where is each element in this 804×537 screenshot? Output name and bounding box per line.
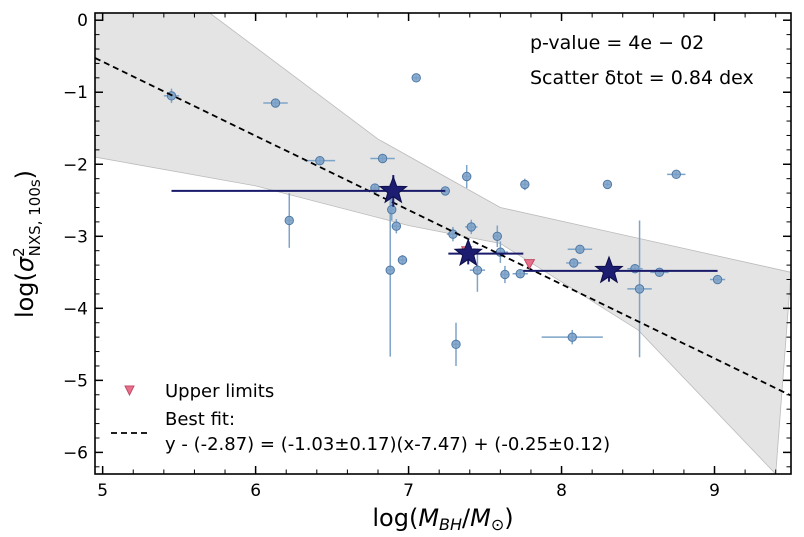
star-marker bbox=[594, 255, 624, 284]
x-axis-label: log(MBH/M⊙) bbox=[372, 504, 513, 534]
data-point-8 bbox=[391, 219, 402, 234]
legend-best-fit-equation: y - (-2.87) = (-1.03±0.17)(x-7.47) + (-0… bbox=[165, 434, 610, 455]
point-marker bbox=[397, 255, 408, 265]
data-point-20 bbox=[512, 269, 528, 279]
point-marker bbox=[569, 258, 579, 268]
y-tick-label: −4 bbox=[63, 299, 88, 319]
point-marker bbox=[634, 284, 645, 294]
upper-limit-1 bbox=[523, 259, 536, 270]
scatter-annotation: Scatter δtot = 0.84 dex bbox=[530, 67, 754, 89]
data-point-14 bbox=[462, 164, 472, 189]
legend-upper-limits: Upper limits bbox=[165, 381, 274, 402]
data-point-27 bbox=[627, 220, 652, 358]
point-marker bbox=[315, 155, 325, 166]
point-marker bbox=[448, 229, 458, 239]
data-point-13 bbox=[451, 322, 461, 366]
y-tick-label: −2 bbox=[63, 155, 88, 175]
best-fit-line bbox=[95, 57, 791, 397]
point-marker bbox=[515, 269, 525, 279]
point-marker bbox=[575, 244, 585, 254]
point-marker bbox=[451, 339, 461, 350]
data-point-30 bbox=[709, 274, 726, 285]
data-point-22 bbox=[541, 329, 603, 345]
data-points bbox=[163, 73, 726, 366]
point-marker bbox=[712, 274, 723, 285]
y-tick-label: −1 bbox=[63, 83, 88, 103]
y-tick-label: −3 bbox=[63, 227, 88, 247]
star-marker bbox=[378, 175, 408, 204]
data-point-15 bbox=[465, 219, 478, 235]
binned-star-0 bbox=[171, 175, 446, 207]
point-marker bbox=[462, 171, 472, 182]
point-marker bbox=[411, 73, 421, 83]
data-point-2 bbox=[284, 193, 294, 248]
point-marker bbox=[466, 222, 476, 232]
point-marker bbox=[602, 179, 613, 190]
data-point-10 bbox=[411, 73, 421, 83]
axis-ticks bbox=[95, 13, 791, 474]
point-marker bbox=[391, 221, 402, 231]
point-marker bbox=[654, 267, 665, 278]
data-point-19 bbox=[500, 265, 510, 284]
data-point-24 bbox=[567, 244, 593, 254]
p-value-annotation: p-value = 4e − 02 bbox=[530, 32, 704, 54]
data-point-23 bbox=[566, 258, 582, 268]
plot-area bbox=[95, 13, 791, 474]
data-point-9 bbox=[397, 255, 408, 266]
data-point-21 bbox=[520, 178, 530, 191]
data-point-25 bbox=[602, 179, 613, 190]
x-tick-label: 9 bbox=[709, 481, 720, 501]
point-marker bbox=[500, 269, 510, 280]
binned-star-1 bbox=[448, 238, 524, 267]
y-tick-label: −5 bbox=[63, 371, 88, 391]
legend-best-fit-title: Best fit: bbox=[165, 409, 235, 430]
binned-star-2 bbox=[523, 255, 718, 284]
y-axis-label: log(σ2NXS, 100s) bbox=[10, 170, 44, 318]
point-marker bbox=[567, 332, 577, 342]
point-marker bbox=[492, 231, 503, 241]
point-marker bbox=[270, 98, 281, 108]
confidence-band bbox=[95, 13, 791, 474]
point-marker bbox=[377, 153, 388, 164]
point-marker bbox=[472, 265, 483, 275]
star-marker bbox=[453, 238, 483, 267]
binned-star-markers bbox=[171, 175, 718, 284]
x-tick-label: 8 bbox=[556, 481, 567, 501]
data-point-29 bbox=[667, 169, 686, 180]
y-tick-label: −6 bbox=[63, 443, 88, 463]
data-point-5 bbox=[370, 153, 395, 164]
x-tick-label: 7 bbox=[403, 481, 414, 501]
plot-frame bbox=[94, 12, 792, 475]
legend: Upper limits Best fit: y - (-2.87) = (-1… bbox=[111, 381, 610, 455]
point-marker bbox=[284, 215, 294, 226]
upper-limit-legend-marker bbox=[124, 385, 135, 397]
point-marker bbox=[520, 179, 530, 190]
data-point-3 bbox=[304, 155, 336, 166]
y-tick-label: 0 bbox=[77, 11, 88, 31]
point-marker bbox=[671, 169, 681, 180]
data-point-17 bbox=[492, 225, 503, 248]
data-point-16 bbox=[469, 248, 486, 292]
point-marker bbox=[387, 204, 397, 215]
x-tick-label: 6 bbox=[250, 481, 261, 501]
x-tick-label: 5 bbox=[97, 481, 108, 501]
point-marker bbox=[385, 265, 395, 275]
y-tick-labels: 0 −1 −2 −3 −4 −5 −6 bbox=[63, 11, 88, 463]
x-tick-labels: 5 6 7 8 9 bbox=[97, 481, 720, 501]
data-point-1 bbox=[263, 98, 288, 108]
